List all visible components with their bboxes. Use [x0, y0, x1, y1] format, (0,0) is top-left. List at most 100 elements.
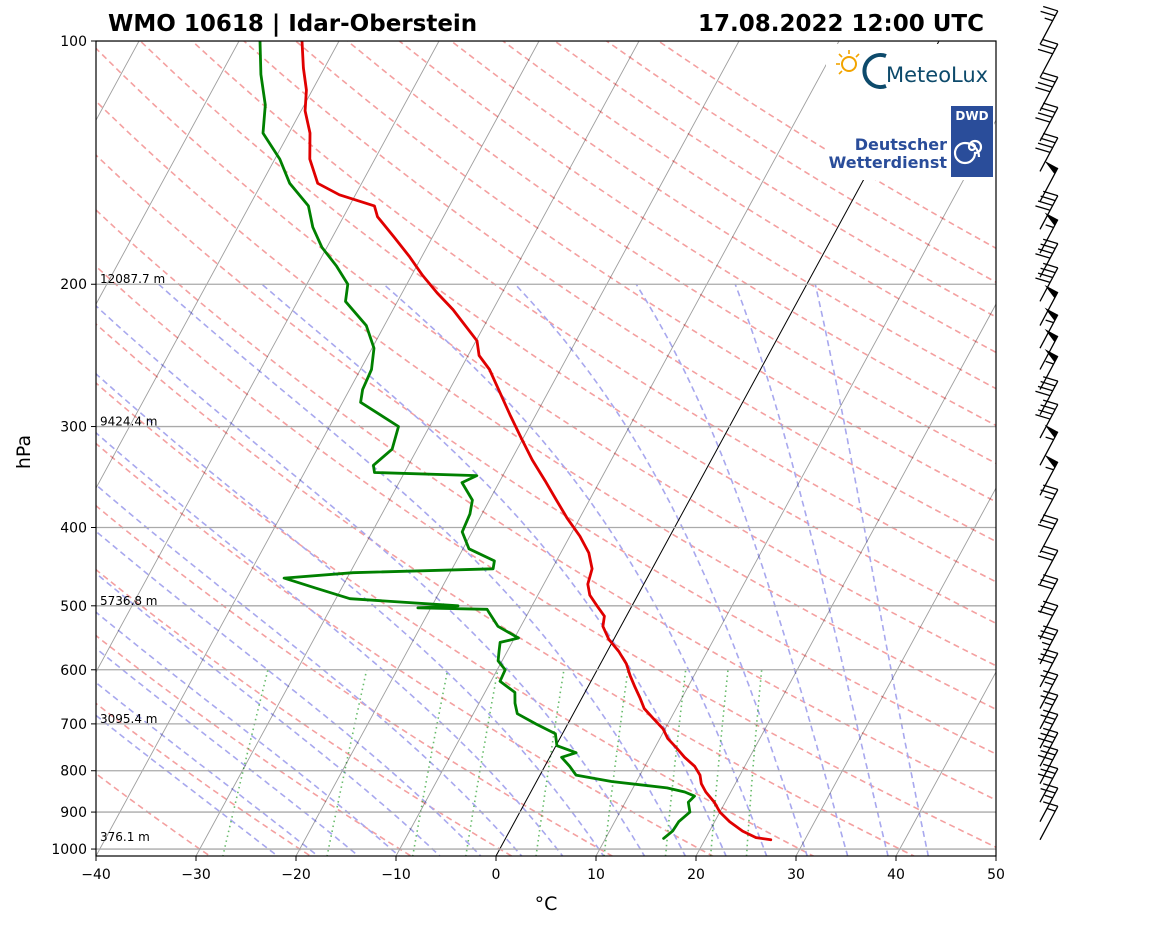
moist-adiabat	[96, 714, 279, 856]
barb-flag	[1037, 48, 1053, 55]
barb-flag	[1040, 653, 1056, 659]
x-tick-label: −30	[181, 867, 211, 883]
barb-pennant	[1044, 424, 1058, 438]
barb-flag	[1035, 147, 1051, 154]
mixing-ratio-line	[709, 669, 729, 856]
barb-flag	[1037, 81, 1053, 88]
mixing-ratio-line	[326, 669, 368, 856]
barb-flag	[1040, 243, 1056, 250]
dewpoint-profile	[258, 41, 696, 840]
barb-flag	[1040, 10, 1056, 17]
isotherm	[695, 303, 996, 856]
dry-adiabat	[96, 154, 996, 755]
barb-flag	[1037, 773, 1053, 779]
dry-adiabat	[96, 504, 614, 856]
moist-adiabat	[734, 283, 889, 856]
barb-staff	[1039, 519, 1059, 554]
barb-flag	[1043, 574, 1059, 580]
barb-flag	[1040, 137, 1056, 144]
dry-adiabat	[96, 265, 996, 849]
isotherm	[96, 41, 440, 673]
x-tick-label: 40	[887, 867, 905, 883]
y-tick-label: 200	[60, 277, 87, 293]
isotherm	[395, 41, 840, 856]
meteolux-swirl-icon	[862, 53, 887, 89]
moist-adiabat	[96, 483, 523, 856]
barb-staff	[1039, 291, 1059, 326]
wind-barb	[1039, 454, 1059, 496]
barb-flag	[1037, 385, 1053, 392]
barb-staff	[1039, 431, 1059, 466]
barb-flag	[1043, 783, 1059, 789]
chart-title-right: 17.08.2022 12:00 UTC	[698, 11, 984, 37]
barb-flag	[1043, 545, 1059, 552]
barb-staff	[1039, 10, 1059, 45]
barb-flag	[1037, 635, 1053, 641]
barb-flag	[1035, 86, 1051, 93]
barb-staff	[1039, 461, 1059, 496]
barb-staff	[1039, 578, 1059, 614]
barb-half-flag	[1044, 17, 1053, 22]
barb-staff	[1039, 137, 1059, 172]
barb-staff	[1039, 43, 1059, 78]
y-tick-label: 900	[60, 805, 87, 821]
barb-flag	[1043, 763, 1059, 770]
x-axis-label: °C	[535, 893, 558, 915]
barb-flag	[1043, 5, 1059, 12]
isotherm	[96, 41, 240, 306]
wind-barb	[1039, 690, 1059, 730]
mixing-ratio-line	[535, 669, 565, 856]
wind-barb	[1039, 783, 1059, 822]
y-tick-label: 1000	[51, 842, 87, 858]
y-tick-label: 500	[60, 599, 87, 615]
barb-staff	[1039, 195, 1059, 230]
barb-flag	[1043, 376, 1059, 382]
x-tick-label: 10	[587, 867, 605, 883]
height-label: 12087.7 m	[100, 272, 165, 286]
wind-barb	[1037, 514, 1059, 554]
height-label: 5736.8 m	[100, 594, 158, 608]
barb-flag	[1035, 253, 1051, 259]
dry-adiabat	[96, 100, 996, 711]
barb-flag	[1040, 695, 1056, 701]
x-tick-label: 50	[987, 867, 1005, 883]
wind-barb	[1039, 348, 1059, 390]
dry-adiabat	[346, 41, 996, 465]
isotherm	[795, 487, 996, 856]
barb-staff	[1039, 787, 1059, 822]
barb-flag	[1040, 768, 1056, 775]
barb-flag	[1037, 658, 1053, 664]
height-label: 3095.4 m	[100, 712, 158, 726]
wind-barb	[1039, 801, 1059, 841]
moist-adiabat	[96, 647, 360, 856]
wind-barb	[1035, 376, 1059, 415]
barb-flag	[1043, 669, 1059, 676]
barb-flag	[1040, 787, 1056, 794]
barb-half-flag	[1047, 807, 1056, 812]
meteolux-logo-text: MeteoLux	[886, 63, 988, 87]
barb-half-flag	[1045, 436, 1054, 441]
barb-flag	[1035, 390, 1051, 397]
barb-flag	[1040, 404, 1056, 410]
barb-half-flag	[1045, 360, 1054, 365]
barb-flag	[1043, 625, 1059, 631]
wind-barb	[1035, 72, 1059, 112]
dwd-spiral-icon	[953, 139, 983, 165]
barb-staff	[1039, 805, 1059, 841]
profiles	[258, 41, 773, 842]
barb-flag	[1040, 732, 1056, 739]
dwd-name-line2: Wetterdienst	[829, 153, 948, 172]
barb-staff	[1039, 267, 1059, 302]
reference-lines	[96, 41, 996, 856]
height-label: 376.1 m	[100, 830, 150, 844]
barb-staff	[1039, 630, 1059, 665]
barb-flag	[1037, 524, 1053, 530]
barb-flag	[1037, 737, 1053, 744]
barb-flag	[1037, 272, 1053, 279]
wind-barb	[1039, 160, 1059, 202]
sun-rays-icon	[836, 50, 860, 75]
barb-flag	[1040, 630, 1056, 636]
y-axis-label: hPa	[13, 435, 35, 469]
barb-flag	[1037, 583, 1053, 590]
